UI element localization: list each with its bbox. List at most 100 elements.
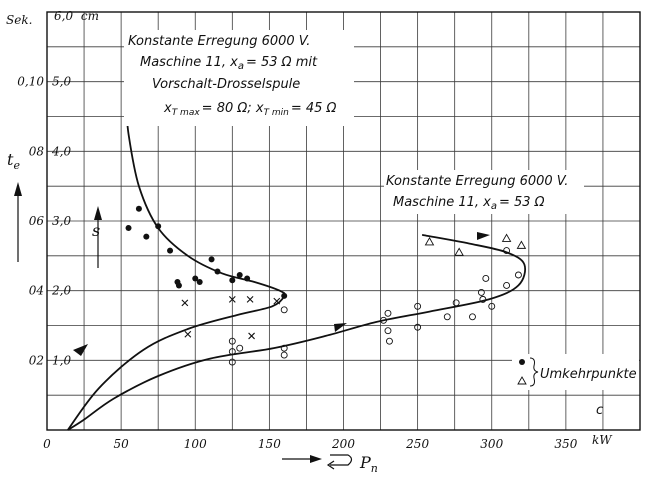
y2-tick-label: 1,0 xyxy=(52,353,71,367)
data-point-dot xyxy=(229,277,236,284)
upper-annotation-line-4-mid: = 80 Ω; x xyxy=(202,101,264,116)
curve-2 xyxy=(67,234,527,431)
data-point-dot xyxy=(208,256,215,263)
data-point-triangle xyxy=(454,247,464,256)
data-point-dot xyxy=(135,205,142,212)
y-tick-label: 02 xyxy=(29,353,44,367)
data-point-dot xyxy=(125,224,132,231)
data-point-cross xyxy=(273,297,281,305)
data-point-triangle xyxy=(516,240,527,249)
upper-annotation-line-2: Maschine 11, xa = 53 Ω mit xyxy=(140,55,318,72)
data-point-dot xyxy=(214,268,221,275)
x-tick-label: 150 xyxy=(258,437,281,451)
data-point-cross xyxy=(246,295,254,303)
upper-annotation-line-4-sub2: T min xyxy=(264,108,290,118)
x-tick-label: 0 xyxy=(43,437,51,451)
upper-annotation-line-4-sub1: T max xyxy=(172,108,201,118)
x-axis-arrow-head xyxy=(310,455,322,463)
curve-arrow-2 xyxy=(334,323,347,332)
y-tick-label: 04 xyxy=(29,284,44,298)
lower-annotation-line-2-main: Maschine 11, x xyxy=(393,195,491,210)
y-tick-label: 08 xyxy=(29,144,45,158)
data-point-circle xyxy=(228,358,236,366)
data-point-circle xyxy=(280,306,288,314)
y2-unit-label: cm xyxy=(81,9,99,23)
upper-annotation-line-3: Vorschalt-Drosselspule xyxy=(152,77,300,92)
x-tick-label: 50 xyxy=(113,437,129,451)
reversal-arrowhead-icon xyxy=(326,460,335,470)
x-tick-label: 200 xyxy=(331,437,355,451)
data-point-triangle xyxy=(424,236,435,246)
lower-annotation: Konstante Erregung 6000 V. Maschine 11, … xyxy=(386,174,568,212)
data-point-circle xyxy=(228,348,236,356)
legend-label: Umkehrpunkte xyxy=(540,367,637,382)
lower-annotation-bg xyxy=(384,170,584,214)
data-point-dot xyxy=(143,233,150,240)
data-point-circle xyxy=(479,295,487,303)
data-point-circle xyxy=(477,288,485,296)
curve-1 xyxy=(67,95,286,431)
legend-brace xyxy=(529,357,539,387)
data-point-cross xyxy=(248,332,255,340)
lower-annotation-line-1: Konstante Erregung 6000 V. xyxy=(386,174,568,189)
upper-annotation-line-2-sub: a xyxy=(238,61,244,72)
data-point-circle xyxy=(280,344,288,352)
data-point-circle xyxy=(514,271,522,279)
stray-mark: c xyxy=(596,403,603,418)
curves xyxy=(67,95,527,431)
lower-annotation-line-2-tail: = 53 Ω xyxy=(499,195,545,210)
y2-tick-label: 2,0 xyxy=(51,284,71,298)
x-axis-label-main: P xyxy=(359,453,371,472)
data-point-circle xyxy=(380,316,387,324)
data-point-dot xyxy=(175,282,182,289)
data-point-circle xyxy=(452,299,460,307)
upper-annotation-line-4-tail: = 45 Ω xyxy=(291,101,337,116)
y-axis-arrow-head xyxy=(14,182,22,196)
data-point-dot xyxy=(192,275,199,282)
data-point-circle xyxy=(384,327,392,335)
y2-top-tick: 6,0 cm xyxy=(54,9,99,23)
upper-annotation-line-2-main: Maschine 11, x xyxy=(140,55,238,70)
data-point-circle xyxy=(414,302,422,310)
upper-annotation-line-2-tail: = 53 Ω mit xyxy=(246,55,318,70)
x-unit-label: kW xyxy=(592,433,613,447)
data-point-circle xyxy=(280,351,288,359)
y-axis-label-sub: e xyxy=(13,159,20,172)
data-point-dot xyxy=(281,292,288,299)
data-point-dot xyxy=(196,278,203,285)
data-point-triangle xyxy=(501,233,512,242)
curve-arrow-1 xyxy=(73,344,88,356)
data-point-dot xyxy=(167,247,174,254)
legend-bg xyxy=(512,354,639,390)
markers xyxy=(125,111,527,366)
y-unit-label: Sek. xyxy=(6,13,32,27)
y2-tick-label: 4,0 xyxy=(51,144,71,158)
y-tick-label: 0,10 xyxy=(17,75,44,89)
reversal-arrow-icon xyxy=(330,454,353,466)
data-point-cross xyxy=(228,295,236,303)
y2-axis-label: s xyxy=(92,221,100,240)
tick-labels: 0 50 100 150 200 250 300 350 kW 02 04 06 08 0,10 1,0 2,… xyxy=(17,75,613,451)
x-axis-label: Pn xyxy=(359,453,378,475)
data-point-circle xyxy=(443,313,451,321)
x-tick-label: 300 xyxy=(480,437,503,451)
y2-axis-arrow-head xyxy=(94,206,102,220)
plot-frame xyxy=(46,11,641,431)
legend-dot-marker xyxy=(519,359,525,365)
y-axis-label: te xyxy=(7,150,20,172)
x-tick-label: 350 xyxy=(554,437,577,451)
curve-arrow-3 xyxy=(477,232,490,240)
upper-annotation-line-4: xT max = 80 Ω; xT min = 45 Ω xyxy=(163,101,337,118)
data-point-circle xyxy=(482,275,490,282)
y2-top-value: 6,0 xyxy=(54,9,73,23)
data-point-cross xyxy=(184,330,192,338)
lower-annotation-line-2: Maschine 11, xa = 53 Ω xyxy=(393,195,545,212)
data-point-dot xyxy=(155,223,162,230)
upper-annotation-line-1: Konstante Erregung 6000 V. xyxy=(128,34,310,49)
y2-tick-label: 3,0 xyxy=(52,214,71,228)
data-point-circle xyxy=(384,309,392,317)
data-point-circle xyxy=(488,302,496,310)
upper-annotation: Konstante Erregung 6000 V. Maschine 11, … xyxy=(128,34,337,118)
upper-annotation-line-4-x1: x xyxy=(163,101,172,116)
